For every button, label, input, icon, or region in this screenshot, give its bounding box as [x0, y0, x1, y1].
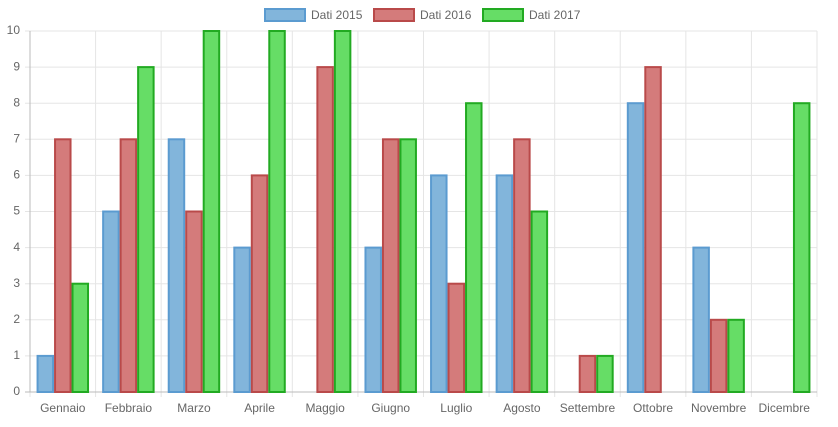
y-tick-label: 3 [13, 276, 20, 290]
legend-label: Dati 2017 [529, 8, 581, 22]
x-tick-label: Aprile [244, 401, 275, 415]
x-tick-label: Luglio [440, 401, 472, 415]
y-tick-label: 0 [13, 384, 20, 398]
bar [465, 102, 483, 393]
y-tick-label: 8 [13, 95, 20, 109]
x-tick-label: Settembre [560, 401, 616, 415]
x-tick-label: Ottobre [633, 401, 673, 415]
bar [596, 354, 614, 393]
x-tick-label: Marzo [177, 401, 211, 415]
bar [727, 318, 745, 393]
bar [137, 66, 155, 393]
bar [233, 246, 251, 393]
bar [644, 66, 662, 393]
x-tick-label: Agosto [503, 401, 541, 415]
bar [268, 30, 286, 393]
legend-swatch [482, 8, 524, 22]
bar [447, 282, 466, 394]
bar [495, 174, 514, 393]
bar [792, 102, 811, 393]
legend-swatch [264, 8, 306, 22]
legend-swatch [373, 8, 415, 22]
x-tick-label: Dicembre [759, 401, 811, 415]
bar [364, 246, 382, 393]
bar [626, 102, 645, 393]
legend-label: Dati 2016 [420, 8, 472, 22]
y-tick-label: 10 [7, 23, 21, 37]
bar [202, 30, 221, 393]
bar [167, 138, 186, 393]
legend-label: Dati 2015 [311, 8, 363, 22]
bar [119, 138, 138, 393]
bar [381, 138, 400, 393]
y-tick-label: 4 [13, 240, 20, 254]
bar [250, 174, 269, 393]
bar [430, 174, 448, 393]
bar [54, 138, 72, 393]
x-tick-label: Gennaio [40, 401, 86, 415]
y-tick-label: 5 [13, 204, 20, 218]
y-tick-label: 2 [13, 312, 20, 326]
bar [530, 210, 549, 393]
bar [316, 66, 334, 393]
x-tick-label: Maggio [305, 401, 345, 415]
y-tick-label: 9 [13, 59, 20, 73]
y-tick-label: 6 [13, 168, 20, 182]
bar [513, 138, 531, 393]
bar [709, 318, 728, 393]
bar [185, 210, 203, 393]
bar [399, 138, 417, 393]
bar [578, 354, 597, 393]
bar [71, 282, 90, 394]
y-tick-label: 1 [13, 348, 20, 362]
bar [36, 354, 55, 393]
bar [102, 210, 120, 393]
x-tick-label: Novembre [691, 401, 747, 415]
x-tick-label: Febbraio [105, 401, 153, 415]
y-tick-label: 7 [13, 131, 20, 145]
bar [333, 30, 352, 393]
bar [692, 246, 710, 393]
x-tick-label: Giugno [371, 401, 410, 415]
